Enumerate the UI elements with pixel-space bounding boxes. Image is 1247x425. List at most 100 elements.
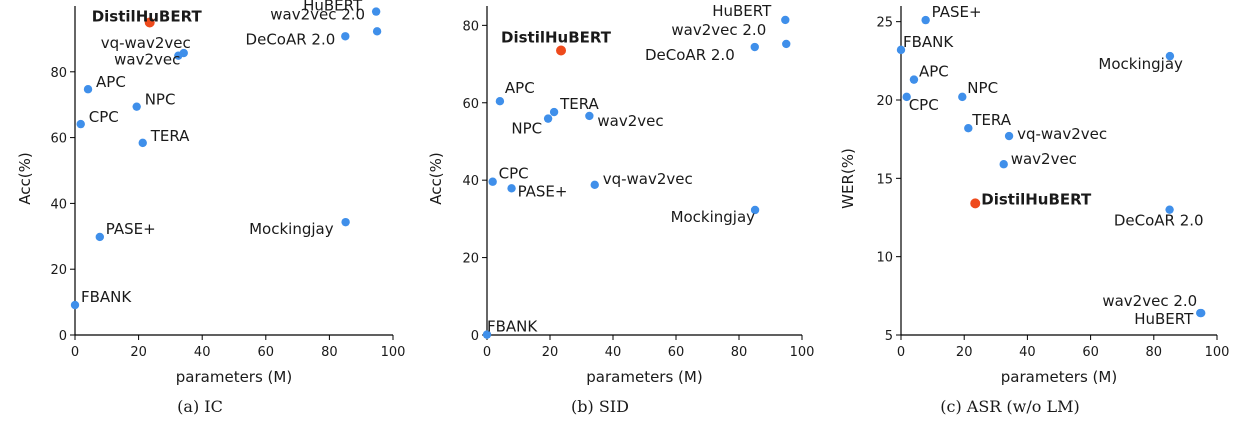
point-pase <box>95 232 105 242</box>
point-vq-wav2vec <box>590 180 599 190</box>
point-label-pase: PASE+ <box>932 3 982 21</box>
point-cpc <box>76 119 85 129</box>
point-npc <box>132 102 141 111</box>
point-hubert <box>781 15 790 25</box>
y-tick-label: 0 <box>471 329 479 344</box>
point-label-hubert: HuBERT <box>303 0 363 15</box>
point-label-decoar-2-0: DeCoAR 2.0 <box>645 46 735 64</box>
y-tick-label: 20 <box>876 94 893 109</box>
point-cpc <box>902 92 911 102</box>
panel-caption: (a) IC <box>177 397 223 416</box>
y-axis-label: Acc(%) <box>427 152 445 204</box>
x-tick-label: 0 <box>483 345 491 360</box>
y-axis-label: WER(%) <box>839 148 857 209</box>
point-label-wav2vec-2-0: wav2vec 2.0 <box>270 5 365 23</box>
point-fbank <box>70 300 80 310</box>
x-tick-label: 80 <box>731 345 748 360</box>
x-tick-label: 100 <box>790 345 815 360</box>
point-wav2vec <box>999 160 1008 169</box>
y-tick-label: 60 <box>462 97 479 112</box>
point-label-decoar-2-0: DeCoAR 2.0 <box>246 30 336 48</box>
point-label-apc: APC <box>96 73 126 91</box>
point-npc <box>543 114 553 123</box>
point-label-fbank: FBANK <box>487 318 538 336</box>
point-label-fbank: FBANK <box>903 33 954 51</box>
point-label-cpc: CPC <box>909 96 939 114</box>
point-label-wav2vec: wav2vec <box>597 112 663 130</box>
point-apc <box>909 75 919 84</box>
x-tick-label: 100 <box>1205 345 1230 360</box>
point-label-tera: TERA <box>971 111 1011 129</box>
point-label-distilhubert: DistilHuBERT <box>981 190 1092 208</box>
y-tick-label: 25 <box>876 16 893 31</box>
x-tick-label: 20 <box>956 345 973 360</box>
point-label-vq-wav2vec: vq-wav2vec <box>1017 125 1107 143</box>
point-label-hubert: HuBERT <box>1134 310 1194 328</box>
x-axis-label: parameters (M) <box>176 368 292 386</box>
x-tick-label: 60 <box>1082 345 1099 360</box>
point-label-npc: NPC <box>511 120 542 138</box>
point-tera <box>964 124 973 133</box>
x-tick-label: 60 <box>668 345 685 360</box>
point-npc <box>958 92 967 102</box>
point-decoar-2-0 <box>750 42 759 52</box>
point-mockingjay <box>1165 51 1175 61</box>
point-label-cpc: CPC <box>89 108 119 126</box>
point-label-distilhubert: DistilHuBERT <box>92 7 203 25</box>
x-tick-label: 40 <box>605 345 622 360</box>
y-tick-label: 20 <box>50 263 67 278</box>
x-axis-label: parameters (M) <box>586 368 702 386</box>
panel-caption: (c) ASR (w/o LM) <box>940 397 1079 416</box>
point-pase <box>507 184 516 193</box>
point-label-hubert: HuBERT <box>712 2 772 20</box>
point-label-cpc: CPC <box>499 165 529 183</box>
point-label-wav2vec: wav2vec <box>1011 150 1077 168</box>
x-tick-label: 40 <box>1019 345 1036 360</box>
x-tick-label: 40 <box>194 345 211 360</box>
point-label-vq-wav2vec: vq-wav2vec <box>603 170 693 188</box>
point-fbank <box>896 45 906 55</box>
point-apc <box>495 97 505 106</box>
point-label-wav2vec-2-0: wav2vec 2.0 <box>1102 292 1197 310</box>
point-tera <box>138 138 147 148</box>
point-hubert <box>371 7 381 16</box>
y-tick-label: 15 <box>876 172 893 187</box>
point-apc <box>83 85 93 94</box>
point-tera <box>549 107 559 117</box>
y-tick-label: 80 <box>462 19 479 34</box>
point-label-pase: PASE+ <box>518 182 568 200</box>
y-tick-label: 5 <box>885 329 893 344</box>
x-axis-label: parameters (M) <box>1001 368 1117 386</box>
point-hubert <box>1196 308 1205 318</box>
point-label-npc: NPC <box>145 91 176 109</box>
chart-panel-3: 0 20 40 60 80 100 5 10 15 20 25 parameters (M) WER(%… <box>839 3 1229 416</box>
point-label-mockingjay: Mockingjay <box>249 220 334 238</box>
point-label-wav2vec: wav2vec <box>114 51 180 69</box>
point-mockingjay <box>341 217 350 227</box>
point-wav2vec <box>174 51 183 60</box>
point-wav2vec-2-0 <box>782 39 791 49</box>
point-wav2vec <box>585 111 594 121</box>
x-tick-label: 80 <box>1146 345 1163 360</box>
y-tick-label: 0 <box>59 329 67 344</box>
point-label-mockingjay: Mockingjay <box>671 208 756 226</box>
point-label-wav2vec-2-0: wav2vec 2.0 <box>671 21 766 39</box>
x-tick-label: 60 <box>258 345 275 360</box>
point-label-distilhubert: DistilHuBERT <box>501 29 612 47</box>
point-label-apc: APC <box>505 79 535 97</box>
point-cpc <box>488 177 497 186</box>
y-tick-label: 20 <box>462 252 479 267</box>
point-decoar-2-0 <box>1165 205 1174 214</box>
point-label-fbank: FBANK <box>81 288 132 306</box>
x-tick-label: 20 <box>542 345 559 360</box>
x-tick-label: 0 <box>897 345 905 360</box>
point-wav2vec-2-0 <box>372 27 382 36</box>
y-tick-label: 10 <box>876 251 893 266</box>
y-tick-label: 60 <box>50 132 67 147</box>
x-tick-label: 100 <box>381 345 406 360</box>
panel-caption: (b) SID <box>571 397 629 416</box>
point-label-pase: PASE+ <box>106 220 156 238</box>
point-pase <box>921 15 930 25</box>
point-label-decoar-2-0: DeCoAR 2.0 <box>1114 212 1204 230</box>
